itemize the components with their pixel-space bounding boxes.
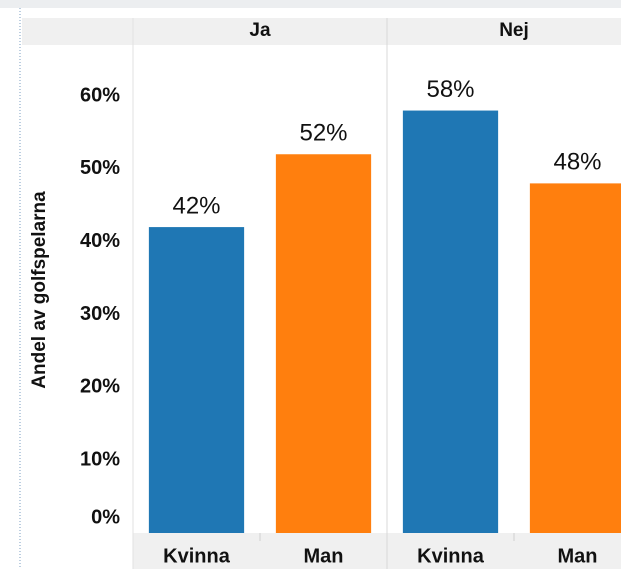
x-tick-label: Kvinna	[163, 545, 231, 567]
y-tick-label: 40%	[80, 230, 120, 252]
bar	[529, 183, 621, 533]
bar	[402, 110, 499, 533]
bar	[275, 154, 372, 534]
y-tick-label: 60%	[80, 84, 120, 106]
y-tick-label: 20%	[80, 376, 120, 398]
value-label: 42%	[172, 192, 220, 219]
value-label: 58%	[426, 76, 474, 103]
y-tick-label: 30%	[80, 303, 120, 325]
header-band	[22, 18, 621, 45]
y-tick-label: 10%	[80, 448, 120, 470]
x-tick-label: Kvinna	[417, 545, 485, 567]
facet-label: Ja	[249, 20, 271, 41]
value-label: 52%	[299, 120, 347, 147]
y-tick-label: 0%	[91, 506, 120, 528]
x-tick-label: Man	[558, 545, 598, 567]
top-strip	[0, 0, 621, 8]
y-tick-label: 50%	[80, 157, 120, 179]
value-label: 48%	[553, 149, 601, 176]
x-tick-label: Man	[304, 545, 344, 567]
bar	[148, 227, 245, 534]
x-axis-band	[133, 533, 621, 569]
facet-label: Nej	[499, 20, 529, 41]
y-axis-label: Andel av golfspelarna	[29, 191, 50, 389]
